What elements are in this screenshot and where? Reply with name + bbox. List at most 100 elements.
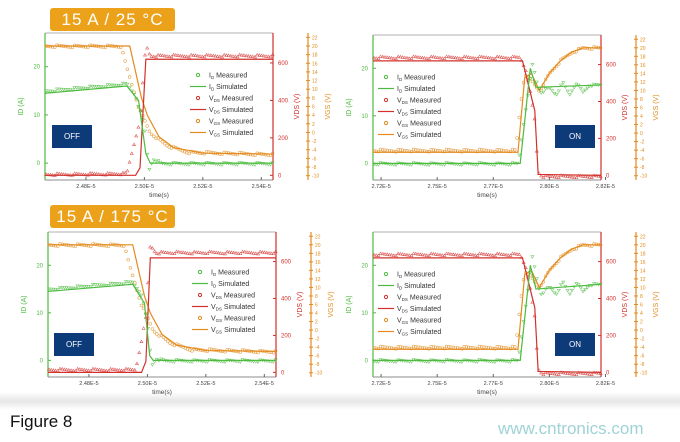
vds-measured-point [512,251,517,256]
vgs-measured-point [466,148,471,153]
vgs-measured-point [255,151,259,155]
vds-measured-point [269,251,274,255]
vgs-measured-point [502,148,506,153]
vgs-measured-point [389,346,394,350]
id-measured-point [433,162,438,166]
vds-measured-point [271,251,276,256]
id-measured-point [580,90,586,95]
vds-measured-point [376,253,381,257]
vds-measured-point [536,171,542,175]
vgs-measured-point [453,346,458,350]
vds-measured-point [200,54,205,58]
id-measured-point [145,327,151,331]
vds-measured-point [451,252,456,256]
id-measured-point [176,358,181,363]
id-measured-point [420,359,425,364]
x-tick-label: 2.75E-5 [428,184,447,190]
vds-measured-point [407,56,412,60]
vgs-measured-point [453,149,458,153]
id-measured-point [211,162,216,166]
vgs-measured-point [147,129,152,133]
vds-measured-point [77,367,82,371]
vgs-measured-point [411,147,416,152]
id-measured-point [598,283,603,287]
vds-measured-point [396,251,401,255]
vgs-measured-point [475,346,480,351]
vgs-tick-label: 16 [315,260,321,266]
legend-marker-swatch [197,292,203,298]
vds-measured-point [130,367,135,372]
vds-measured-point [393,253,399,258]
vds-measured-point [61,172,66,176]
vgs-measured-point [240,348,245,352]
vds-measured-point [591,370,597,374]
vgs-measured-point [442,149,447,154]
vds-measured-point [244,250,250,254]
vgs-measured-point [257,151,262,156]
vgs-tick-label: 10 [640,285,646,291]
vds-measured-point [211,250,217,254]
vds-measured-point [567,371,572,376]
vds-measured-point [429,251,434,255]
id-measured-point [200,162,205,167]
vds-measured-point [198,250,203,255]
vds-measured-point [93,367,98,371]
id-measured-point [205,360,210,364]
vds-measured-point [161,250,166,254]
vds-tick-label: 400 [278,98,289,104]
id-measured-point [523,108,528,112]
vds-measured-point [561,370,566,375]
id-measured-point [525,94,531,98]
vds-measured-point [554,372,559,376]
id-measured-point [187,360,192,364]
vds-measured-point [519,255,524,259]
id-measured-point [230,162,236,167]
legend-label: VDS Measured [397,98,441,106]
x-axis-label: time(s) [149,192,169,199]
id-measured-point [411,161,416,165]
id-measured-point [191,161,196,166]
vgs-measured-point [442,346,447,351]
id-measured-point [528,77,533,81]
vds-measured-point [444,54,449,58]
id-measured-point [220,360,225,364]
vds-simulated-line [48,257,276,373]
vgs-tick-label: -4 [315,345,320,351]
id-measured-point [433,359,438,363]
vds-tick-label: 600 [606,260,617,266]
id-measured-point [195,162,200,166]
vds-measured-point [572,372,577,376]
vgs-measured-point [258,348,262,353]
vgs-measured-point [273,349,278,353]
vgs-measured-point [449,345,453,349]
id-measured-point [567,93,572,97]
id-measured-point [197,162,203,167]
vds-measured-point [110,367,115,371]
vds-measured-point [270,52,275,57]
vgs-tick-label: 12 [640,80,646,86]
vgs-tick-label: 16 [312,61,318,67]
legend: ID Measured ID Simulated VDS Measured VDS S… [378,75,441,140]
vgs-measured-point [194,347,199,351]
id-measured-point [473,163,478,167]
vgs-measured-point [73,244,78,248]
id-measured-point [189,161,194,165]
id-measured-point [459,163,465,168]
vds-measured-point [545,173,550,178]
id-measured-point [488,163,493,167]
vds-measured-point [239,53,244,57]
vds-measured-point [241,53,247,57]
id-measured-point [167,162,172,167]
id-measured-point [547,286,553,290]
vds-measured-point [492,253,498,258]
vds-measured-point [156,251,162,256]
vds-measured-series [371,251,603,377]
id-measured-point [95,283,100,287]
id-measured-point [393,360,399,365]
legend-marker-swatch [195,95,201,101]
vgs-measured-point [50,45,55,49]
vds-measured-point [393,56,399,61]
vds-measured-point [541,175,546,180]
vds-simulated-line [45,58,273,176]
id-measured-point [591,82,597,87]
